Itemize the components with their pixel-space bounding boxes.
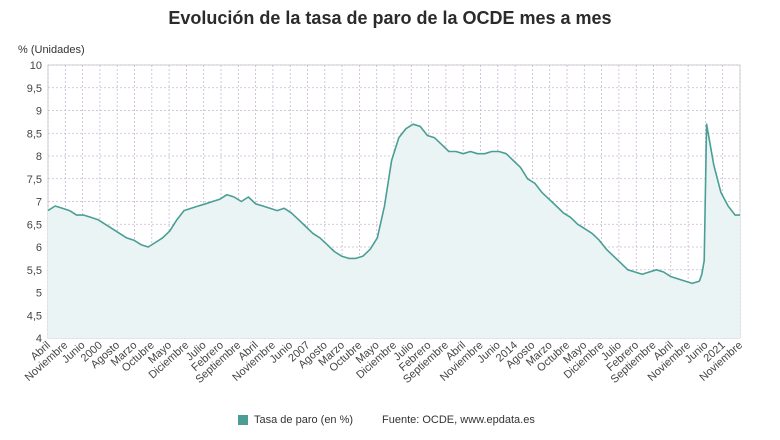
y-tick-label: 5,5: [27, 265, 42, 277]
y-tick-label: 9,5: [27, 83, 42, 95]
y-axis-label: % (Unidades): [18, 44, 85, 56]
y-tick-label: 7,5: [27, 174, 42, 186]
y-tick-label: 8: [36, 151, 42, 163]
y-tick-label: 9: [36, 106, 42, 118]
legend-label: Tasa de paro (en %): [254, 414, 354, 426]
legend: Tasa de paro (en %): [238, 414, 353, 426]
y-tick-labels: 4 4,5 5 5,5 6 6,5 7 7,5 8 8,5 9 9,5 10: [27, 60, 42, 345]
series-area: [48, 124, 740, 338]
series-line: [47, 123, 740, 285]
x-tick-labels: AbrilNoviembreJunio2000AgostoMarzoOctubr…: [23, 339, 745, 386]
source-note: Fuente: OCDE, www.epdata.es: [382, 414, 535, 426]
y-tick-label: 4,5: [27, 310, 42, 322]
legend-swatch: [238, 415, 248, 425]
y-tick-label: 5: [36, 288, 42, 300]
area-layer: [47, 123, 740, 338]
y-tick-label: 7: [36, 197, 42, 209]
y-tick-label: 8,5: [27, 128, 42, 140]
y-tick-label: 4: [36, 333, 42, 345]
y-tick-label: 6,5: [27, 219, 42, 231]
chart-title: Evolución de la tasa de paro de la OCDE …: [168, 8, 612, 28]
y-tick-label: 6: [36, 242, 42, 254]
y-tick-label: 10: [30, 60, 42, 72]
